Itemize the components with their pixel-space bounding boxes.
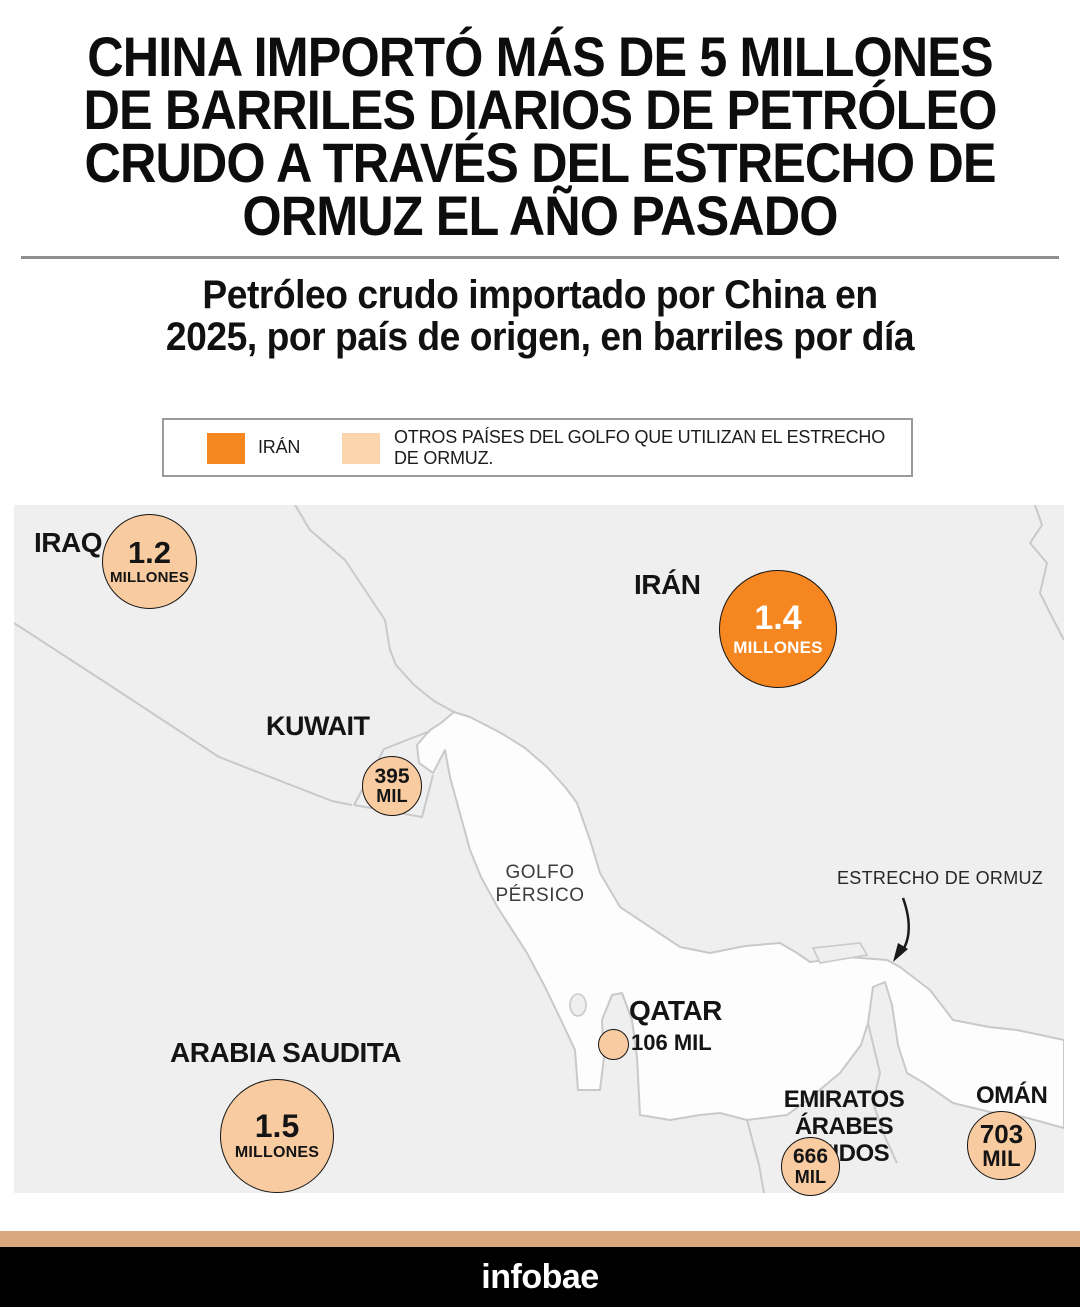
country-label-iran: IRÁN [634,569,701,600]
bubble-iraq: 1.2 MILLONES [102,514,197,609]
legend-swatch-other-gulf [342,433,380,464]
country-label-iraq: IRAQ [34,527,103,558]
gulf-water [416,711,1064,1129]
country-label-arabia-saudita: ARABIA SAUDITA [170,1037,402,1068]
bubble-arabia-saudita-value: 1.5 [254,1108,300,1145]
bubble-emiratos-arabes-unidos: 666 MIL [781,1137,840,1196]
strait-arrow-icon [893,897,910,962]
map-svg [14,505,1064,1193]
footer-accent-bar [0,1231,1080,1247]
page-title-line-2: DE BARRILES DIARIOS DE PETRÓLEO [83,78,998,141]
page-title-line-1: CHINA IMPORTÓ MÁS DE 5 MILLONES [87,25,993,88]
title-divider [21,256,1059,259]
bubble-oman: 703 MIL [967,1111,1036,1180]
bubble-emiratos-value: 666 [792,1145,829,1169]
legend-box: IRÁN OTROS PAÍSES DEL GOLFO QUE UTILIZAN… [162,418,913,477]
subtitle-line-1: Petróleo crudo importado por China en [202,273,878,317]
bubble-iran-unit: MILLONES [733,637,823,657]
bubble-iran-value: 1.4 [754,599,802,638]
legend-label-iran: IRÁN [258,437,301,457]
bubble-iraq-unit: MILLONES [109,569,190,587]
bubble-kuwait: 395 MIL [362,756,422,816]
country-borders [14,505,1064,1193]
bubble-oman-unit: MIL [982,1146,1021,1172]
country-label-kuwait: KUWAIT [266,711,370,741]
brand-logo: infobae [481,1257,599,1296]
bahrain-island [569,993,587,1017]
bubble-arabia-saudita-unit: MILLONES [234,1143,320,1161]
legend-label-other-gulf: OTROS PAÍSES DEL GOLFO QUE UTILIZAN EL E… [394,426,886,468]
page-title-line-3: CRUDO A TRAVÉS DEL ESTRECHO DE [84,131,996,194]
map: GOLFO PÉRSICO ESTRECHO DE ORMUZ IRAQ IRÁ… [14,505,1064,1196]
bubble-iran: 1.4 MILLONES [719,570,837,688]
country-label-oman: OMÁN [976,1082,1048,1109]
bubble-iraq-value: 1.2 [127,534,172,570]
strait-label: ESTRECHO DE ORMUZ [837,868,1044,888]
footer-bar: infobae [0,1247,1080,1307]
page-title: CHINA IMPORTÓ MÁS DE 5 MILLONES DE BARRI… [54,25,1026,247]
bubble-kuwait-unit: MIL [376,786,408,807]
bubble-qatar [598,1029,629,1060]
qatar-unit: MIL [673,1030,712,1055]
bubble-arabia-saudita: 1.5 MILLONES [220,1079,334,1193]
qeshm-island [811,942,869,964]
qatar-value: 106 [631,1030,668,1055]
page-subtitle: Petróleo crudo importado por China en 20… [38,274,1042,358]
legend-swatch-iran [207,433,245,464]
bubble-emiratos-unit: MIL [794,1166,827,1187]
subtitle-line-2: 2025, por país de origen, en barriles po… [165,315,915,359]
qatar-value-label: 106 MIL [631,1030,712,1056]
bubble-kuwait-value: 395 [374,764,410,788]
country-label-qatar: QATAR [629,995,722,1026]
bubble-oman-value: 703 [979,1118,1024,1149]
page-title-line-4: ORMUZ EL AÑO PASADO [242,184,838,247]
gulf-label: GOLFO PÉRSICO [495,862,585,906]
